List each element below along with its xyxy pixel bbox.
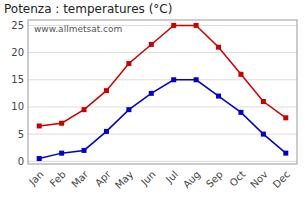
x-tick-label: Aug: [181, 169, 203, 191]
marker: [37, 156, 42, 161]
x-tick-label: Nov: [248, 169, 270, 191]
y-tick-label: 15: [11, 74, 24, 85]
x-tick-label: Dec: [271, 169, 292, 190]
plot-frame: [28, 20, 297, 164]
marker: [37, 123, 42, 128]
x-tick-label: Apr: [93, 168, 114, 189]
plot-area: [37, 23, 289, 161]
y-tick-label: 0: [18, 156, 24, 167]
marker: [82, 148, 87, 153]
x-tick-label: Feb: [48, 169, 68, 189]
grid-line: [28, 106, 297, 107]
x-tick-label: Jul: [163, 169, 180, 186]
marker: [216, 45, 221, 50]
marker: [104, 129, 109, 134]
grid-line: [28, 161, 297, 162]
marker: [104, 88, 109, 93]
grid-line: [28, 134, 297, 135]
marker: [126, 107, 131, 112]
marker: [171, 77, 176, 82]
x-tick-label: Jun: [138, 169, 158, 189]
marker: [261, 99, 266, 104]
marker: [216, 94, 221, 99]
x-tick-label: Sep: [204, 169, 225, 190]
marker: [283, 151, 288, 156]
marker: [59, 151, 64, 156]
chart: Potenza : temperatures (°C) 0 5 10 15 20 25 Jan…: [0, 0, 305, 200]
marker: [238, 72, 243, 77]
marker: [149, 91, 154, 96]
marker: [261, 132, 266, 137]
x-tick-label: May: [113, 169, 135, 191]
series-line: [39, 80, 286, 159]
y-tick-label: 25: [11, 20, 24, 31]
grid-line: [28, 52, 297, 53]
grid-line: [28, 79, 297, 80]
title: Potenza : temperatures (°C): [4, 2, 172, 16]
y-tick-label: 10: [11, 101, 24, 112]
marker: [238, 110, 243, 115]
y-tick-label: 20: [11, 47, 24, 58]
marker: [82, 107, 87, 112]
marker: [194, 23, 199, 28]
watermark: www.allmetsat.com: [34, 24, 122, 34]
x-tick-label: Mar: [69, 168, 91, 190]
series-line: [39, 25, 286, 126]
marker: [126, 61, 131, 66]
x-tick-label: Oct: [227, 169, 247, 189]
marker: [59, 121, 64, 126]
marker: [149, 42, 154, 47]
y-tick-label: 5: [18, 129, 24, 140]
x-tick-label: Jan: [26, 169, 45, 188]
marker: [171, 23, 176, 28]
marker: [194, 77, 199, 82]
marker: [283, 115, 288, 120]
